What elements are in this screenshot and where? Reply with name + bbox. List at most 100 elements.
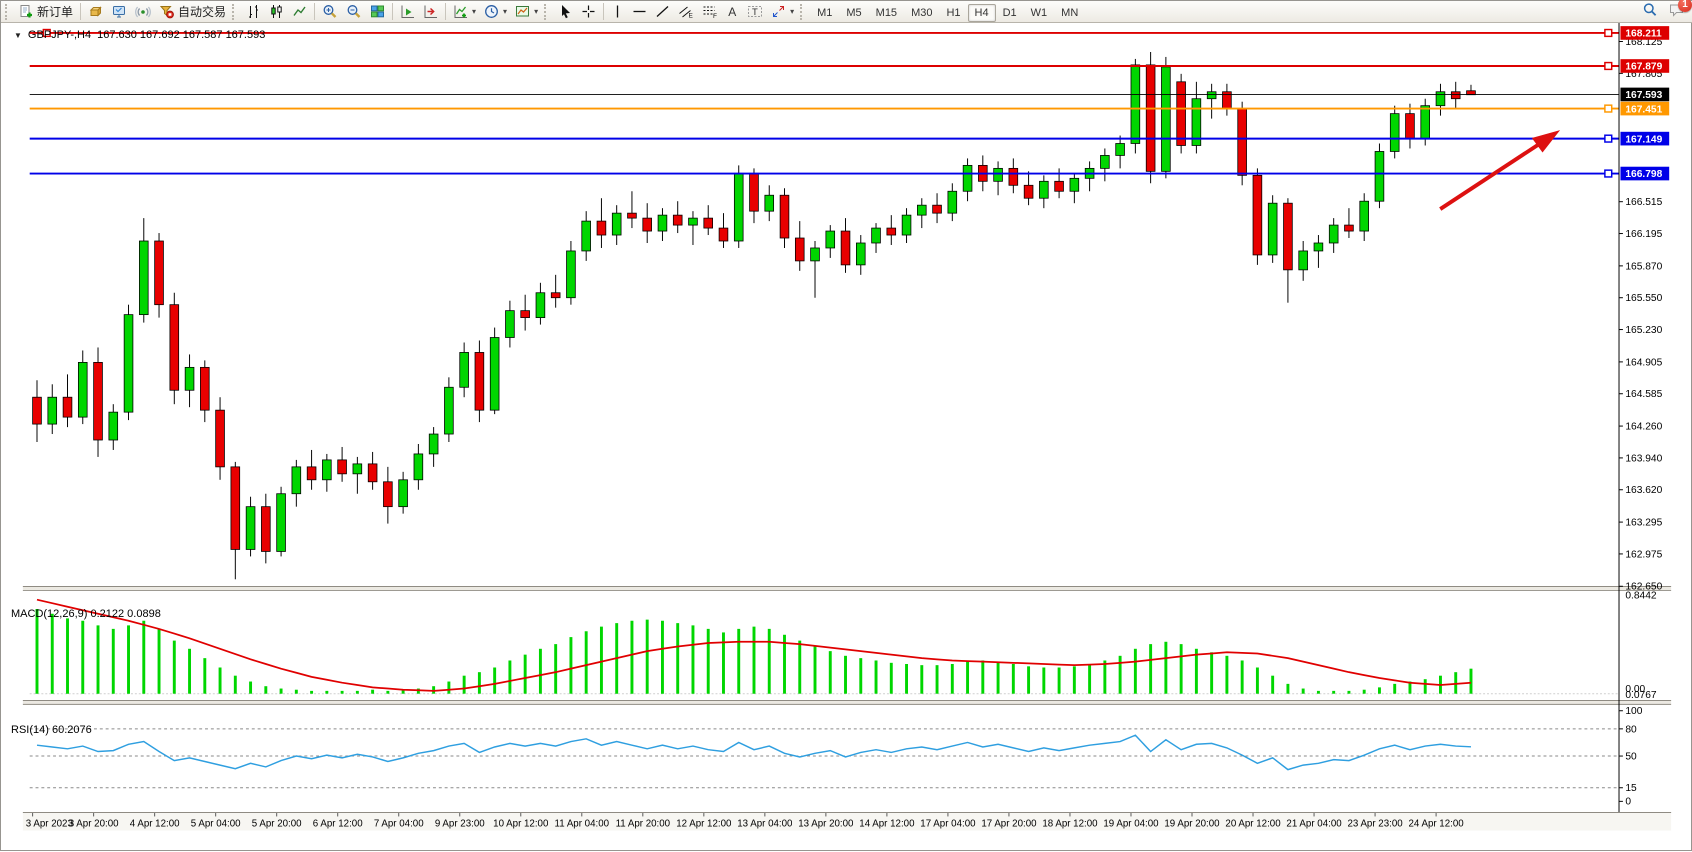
indicators-icon	[453, 4, 468, 19]
candle-body	[139, 240, 149, 316]
candle-body	[672, 214, 683, 226]
candle-body	[1115, 143, 1125, 156]
market-watch-button[interactable]	[107, 1, 131, 23]
notifications-button[interactable]: 1	[1668, 0, 1692, 21]
line-handle[interactable]	[42, 28, 51, 38]
auto-scroll-button[interactable]	[396, 1, 419, 23]
candle-body	[1054, 180, 1064, 192]
toolbar-grip[interactable]	[232, 3, 238, 20]
time-axis-label: 3 Apr 2023	[26, 819, 73, 830]
price-tick-label: 162.650	[1625, 582, 1662, 593]
line-handle[interactable]	[1604, 104, 1613, 113]
line-handle[interactable]	[1604, 28, 1613, 38]
tab-timeframe-d1[interactable]: D1	[1002, 6, 1017, 19]
price-badge[interactable]	[1620, 59, 1670, 73]
line-handle[interactable]	[1604, 61, 1613, 71]
periods-button[interactable]: ▾	[480, 1, 511, 23]
price-badge[interactable]	[1620, 131, 1670, 146]
text-tool-button[interactable]: A	[722, 1, 743, 23]
line-chart-button[interactable]	[288, 1, 311, 23]
price-tick-label: 163.295	[1625, 517, 1662, 528]
candle-body	[947, 190, 958, 214]
candle-body	[32, 396, 42, 425]
auto-trading-button[interactable]: 自动交易	[155, 1, 230, 23]
candle-body	[794, 237, 805, 262]
candle-body	[1191, 98, 1202, 146]
tab-timeframe-h4[interactable]: H4	[967, 3, 996, 22]
tab-timeframe-m30[interactable]: M30	[911, 6, 933, 19]
toolbar-grip[interactable]	[800, 3, 806, 20]
zoom-out-button[interactable]	[342, 1, 366, 23]
crosshair-tool-button[interactable]	[577, 1, 600, 23]
chart-window[interactable]: 168.125 167.805 166.515 166.195 165.870 165.5…	[1, 23, 1692, 852]
candle-body	[215, 409, 225, 468]
line-handle[interactable]	[1604, 169, 1613, 178]
templates-dropdown-caret[interactable]: ▾	[534, 7, 539, 16]
equidistant-channel-tool-button[interactable]: E	[674, 1, 698, 23]
candle-body	[322, 459, 332, 481]
bar-chart-button[interactable]	[242, 1, 265, 23]
trendline-icon	[655, 4, 670, 19]
toolbar-separator	[603, 3, 605, 20]
price-badge[interactable]	[1620, 87, 1670, 102]
price-tick-label: 163.620	[1625, 485, 1662, 496]
vertical-line-tool-button[interactable]	[607, 1, 628, 23]
candle-body	[93, 362, 103, 441]
candle-body	[901, 214, 912, 236]
panel-divider[interactable]	[22, 587, 1672, 590]
periods-dropdown-caret[interactable]: ▾	[503, 7, 508, 16]
search-icon[interactable]	[1642, 2, 1658, 21]
candle-body	[428, 433, 439, 455]
candlestick-chart-button[interactable]	[265, 1, 288, 23]
templates-button[interactable]: ▾	[511, 1, 542, 23]
price-badge[interactable]	[1620, 101, 1670, 116]
time-axis-label: 23 Apr 23:00	[1347, 819, 1403, 830]
tab-timeframe-w1[interactable]: W1	[1030, 6, 1048, 19]
tab-timeframe-m5[interactable]: M5	[846, 6, 862, 19]
profiles-button[interactable]	[84, 1, 107, 23]
fibonacci-tool-button[interactable]: F	[698, 1, 722, 23]
indicators-button[interactable]: ▾	[449, 1, 480, 23]
toolbar-grip[interactable]	[544, 3, 550, 20]
panel-divider[interactable]	[22, 701, 1672, 704]
chart-canvas[interactable]: 168.125 167.805 166.515 166.195 165.870 165.5…	[1, 23, 1692, 852]
candle-body	[306, 466, 317, 481]
tile-windows-button[interactable]	[366, 1, 389, 23]
candle-body	[444, 386, 454, 435]
tab-timeframe-m15[interactable]: M15	[875, 6, 898, 19]
price-badge[interactable]	[1620, 26, 1670, 40]
chart-shift-button[interactable]	[419, 1, 442, 23]
tab-timeframe-h1[interactable]: H1	[946, 6, 961, 19]
time-axis-label: 7 Apr 04:00	[374, 819, 424, 830]
tab-timeframe-m1[interactable]: M1	[817, 6, 833, 19]
zoom-in-button[interactable]	[318, 1, 342, 23]
trend-arrow-annotation[interactable]	[1439, 140, 1544, 211]
candle-body	[1298, 250, 1308, 271]
data-signal-button[interactable]	[131, 1, 155, 23]
timeframe-group: M1 M5 M15 M30 H1 H4 D1 W1 MN	[810, 3, 1085, 22]
horizontal-line-tool-button[interactable]	[628, 1, 651, 23]
rsi-axis-label: 80	[1625, 724, 1637, 735]
rsi-axis-label: 15	[1625, 783, 1637, 794]
candle-body	[596, 220, 607, 236]
new-order-button[interactable]: 新订单	[15, 1, 77, 23]
tab-timeframe-mn[interactable]: MN	[1061, 6, 1079, 19]
bar-chart-icon	[246, 4, 261, 19]
cursor-tool-button[interactable]	[554, 1, 577, 23]
price-badge[interactable]	[1620, 166, 1670, 181]
time-axis-label: 17 Apr 20:00	[981, 819, 1037, 830]
text-label-tool-button[interactable]: T	[743, 1, 767, 23]
price-badge-label: 167.879	[1625, 62, 1662, 73]
time-axis-label: 5 Apr 04:00	[191, 819, 241, 830]
trendline-tool-button[interactable]	[651, 1, 674, 23]
indicators-dropdown-caret[interactable]: ▾	[472, 7, 477, 16]
candle-body	[1161, 66, 1171, 172]
arrows-tool-button[interactable]: ▾	[767, 1, 798, 23]
line-handle[interactable]	[1604, 134, 1613, 143]
svg-text:A: A	[728, 5, 736, 19]
toolbar-grip[interactable]	[5, 3, 11, 20]
candle-body	[474, 352, 485, 411]
arrows-dropdown-caret[interactable]: ▾	[790, 7, 795, 16]
trend-arrow-head[interactable]	[1531, 130, 1561, 153]
auto-trading-label: 自动交易	[178, 5, 227, 19]
